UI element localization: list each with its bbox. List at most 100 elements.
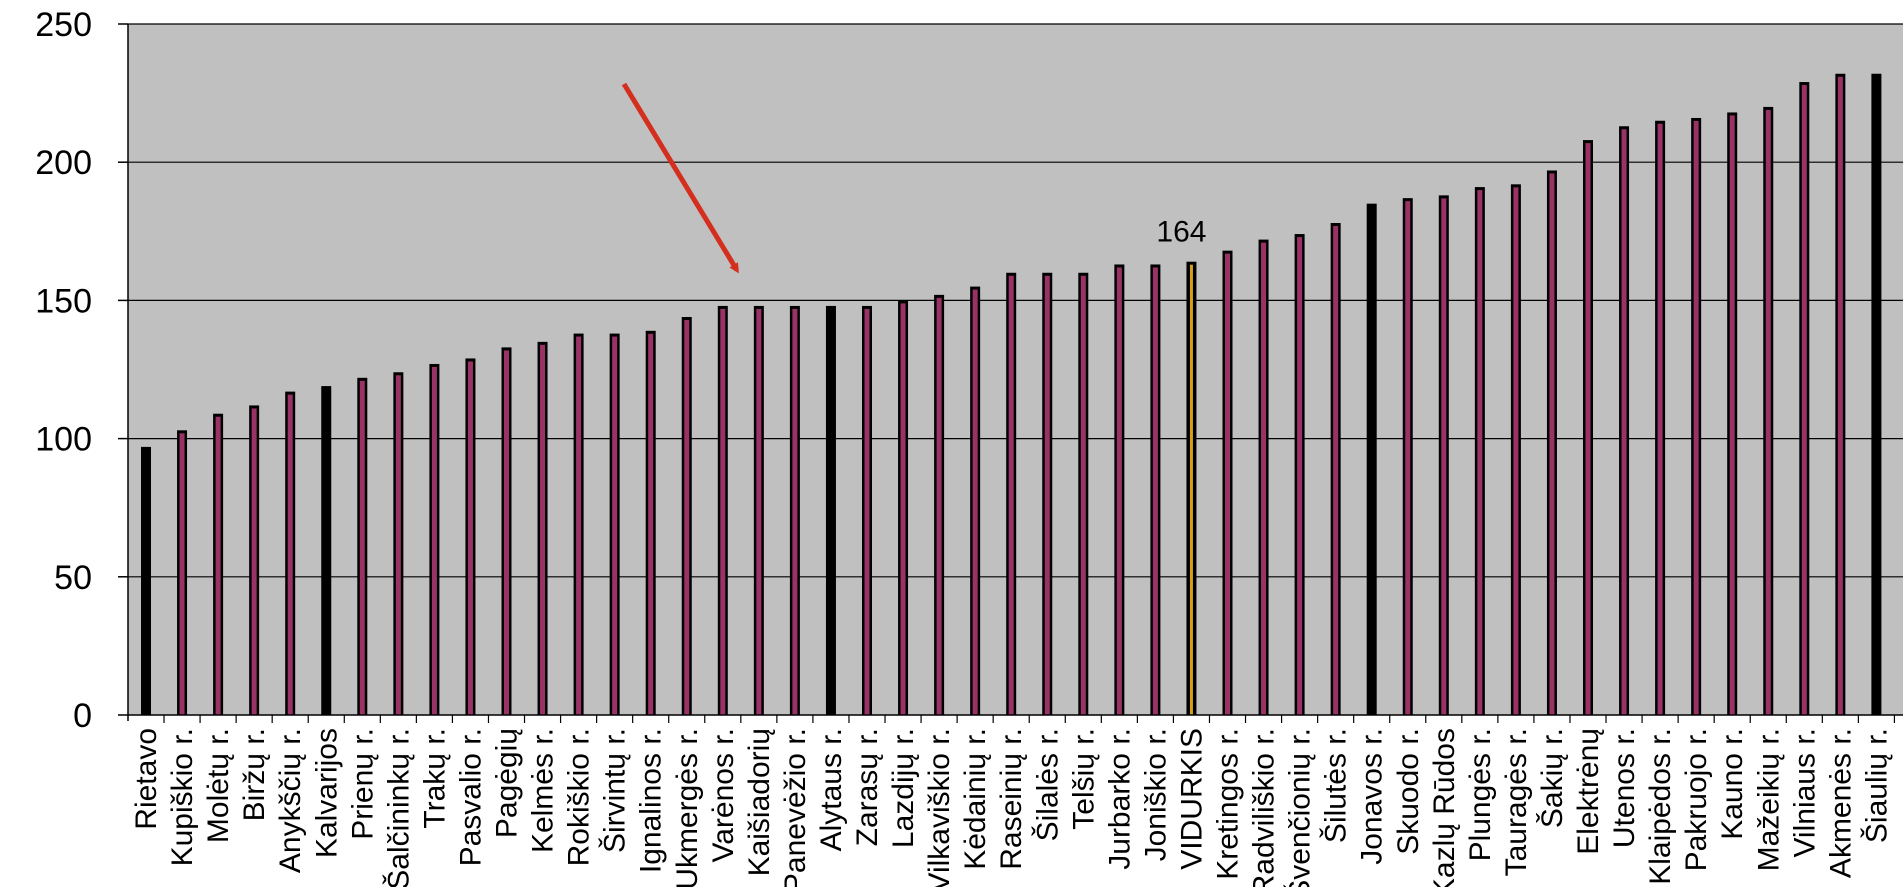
bar-outline (1366, 203, 1377, 715)
x-category-label: Pagėgių (491, 728, 524, 838)
bar (1621, 129, 1627, 715)
bar (1261, 242, 1267, 716)
x-category-label: Varėnos r. (707, 728, 740, 863)
bar (251, 408, 257, 715)
x-category-label: Jurbarko r. (1103, 728, 1136, 870)
bar-average (1189, 264, 1193, 715)
x-category-label: VIDURKIS (1175, 728, 1208, 870)
x-category-label: Radviliškio r. (1248, 728, 1281, 887)
bar (1837, 76, 1843, 715)
bar (1333, 226, 1339, 715)
x-category-label: Elektrėnų (1572, 728, 1605, 855)
y-tick-label: 50 (54, 559, 92, 597)
bar (1657, 123, 1663, 716)
bar (1116, 267, 1122, 715)
bar (972, 289, 978, 715)
bar (792, 308, 798, 715)
bar (395, 375, 401, 715)
x-category-label: Rietavo (130, 728, 163, 830)
x-category-label: Šiaulių r. (1859, 728, 1893, 843)
bar (864, 308, 870, 715)
x-category-label: Šalčininkų r. (381, 728, 415, 887)
x-category-label: Skuodo r. (1392, 728, 1425, 855)
x-category-label: Kalvarijos (310, 728, 343, 858)
x-category-label: Šilutės r. (1319, 728, 1353, 843)
bar (504, 350, 509, 715)
x-category-label: Raseinių r. (995, 728, 1028, 870)
x-category-label: Ignalinos r. (635, 728, 668, 873)
bar (1693, 120, 1699, 715)
x-category-label: Kaišiadorių (743, 728, 776, 876)
bar (359, 380, 365, 715)
x-category-label: Lazdijų r. (887, 728, 920, 848)
x-category-label: Kazlų Rūdos (1428, 728, 1461, 887)
bar (1405, 201, 1411, 715)
bar (684, 319, 690, 715)
x-category-label: Alytaus r. (815, 728, 848, 851)
bar (1729, 115, 1735, 715)
bar (756, 308, 762, 715)
bar-outline (141, 446, 151, 715)
bar (1765, 109, 1771, 716)
bar (612, 336, 618, 715)
y-tick-label: 0 (73, 697, 92, 735)
bar (900, 303, 906, 715)
bar (215, 416, 221, 715)
bar (179, 433, 185, 715)
y-tick-label: 150 (35, 282, 92, 320)
x-category-label: Šilalės r. (1030, 728, 1064, 841)
x-category-label: Joniškio r. (1139, 728, 1172, 861)
bar (1477, 190, 1483, 716)
x-category-label: Kretingos r. (1212, 728, 1245, 880)
bar (1152, 267, 1158, 715)
annotation-arrow (621, 82, 739, 274)
x-category-label: Vilniaus r. (1788, 728, 1821, 858)
data-label: 164 (1156, 216, 1206, 249)
x-category-label: Kupiškio r. (166, 728, 199, 866)
x-category-label: Tauragės r. (1500, 728, 1533, 876)
y-tick-label: 250 (35, 6, 92, 44)
y-tick-label: 100 (35, 421, 92, 459)
bar (1080, 275, 1086, 715)
x-category-label: Utenos r. (1608, 728, 1641, 848)
bar (936, 297, 942, 715)
x-category-label: Panevėžio r. (779, 728, 812, 887)
x-category-label: Kelmės r. (527, 728, 560, 853)
bar (648, 333, 654, 715)
bar-outline (321, 386, 332, 715)
bar (540, 344, 546, 715)
bar (1297, 237, 1303, 715)
x-category-label: Trakų r. (418, 728, 451, 829)
x-category-label: Akmenės r. (1824, 728, 1857, 878)
bar-outline (825, 305, 836, 715)
bar (1225, 253, 1230, 715)
bar (1801, 85, 1807, 715)
bar (1044, 275, 1050, 715)
x-category-label: Plungės r. (1464, 728, 1497, 861)
x-category-label: Mažeikių r. (1752, 728, 1785, 871)
x-category-label: Šakių r. (1535, 728, 1569, 828)
x-category-label: Vilkaviškio r. (923, 728, 956, 887)
x-category-label: Širvintų r. (598, 728, 632, 853)
x-category-label: Anykščių r. (274, 728, 307, 873)
x-category-label: Kėdainių r. (959, 728, 992, 870)
bar (1008, 275, 1014, 715)
bar (720, 308, 726, 715)
bar (1585, 143, 1591, 715)
x-category-label: Zarasų r. (851, 728, 884, 846)
x-category-label: Pasvalio r. (454, 728, 487, 866)
y-tick-label: 200 (35, 144, 92, 182)
bar (431, 366, 437, 715)
x-category-label: Rokiškio r. (563, 728, 596, 866)
bar (1549, 173, 1555, 715)
bar (576, 336, 582, 715)
bar (1513, 187, 1519, 715)
x-category-label: Ukmergės r. (671, 728, 704, 887)
x-category-label: Klaipėdos r. (1644, 728, 1677, 885)
x-category-label: Biržų r. (238, 728, 271, 821)
x-category-label: Jonavos r. (1356, 728, 1389, 865)
bar (467, 361, 473, 715)
x-category-label: Telšių r. (1067, 728, 1100, 830)
bar-outline (1871, 73, 1882, 715)
